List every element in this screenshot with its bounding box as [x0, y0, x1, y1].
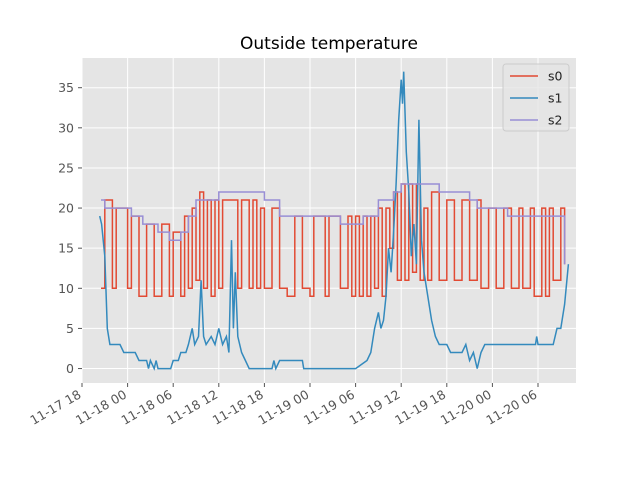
- legend: s0 s1 s2: [502, 63, 570, 132]
- y-tick-label: 15: [58, 241, 74, 256]
- legend-label-s0: s0: [548, 69, 563, 84]
- y-tick-label: 25: [58, 160, 74, 175]
- y-tick-label: 35: [58, 80, 74, 95]
- y-tick-label: 10: [58, 281, 74, 296]
- y-tick-label: 0: [66, 361, 74, 376]
- y-tick-label: 20: [58, 201, 74, 216]
- legend-label-s1: s1: [548, 91, 562, 106]
- series-line-s0: [101, 183, 566, 298]
- y-tick-label: 30: [58, 120, 74, 135]
- y-axis-ticks: 0 5 10 15 20 25 30 35: [58, 80, 82, 376]
- series-line-s1: [98, 71, 570, 371]
- legend-label-s2: s2: [548, 113, 562, 128]
- series-layer: [98, 71, 570, 371]
- series-line-s2: [101, 183, 566, 265]
- y-tick-label: 5: [66, 321, 74, 336]
- chart-title: Outside temperature: [240, 34, 418, 54]
